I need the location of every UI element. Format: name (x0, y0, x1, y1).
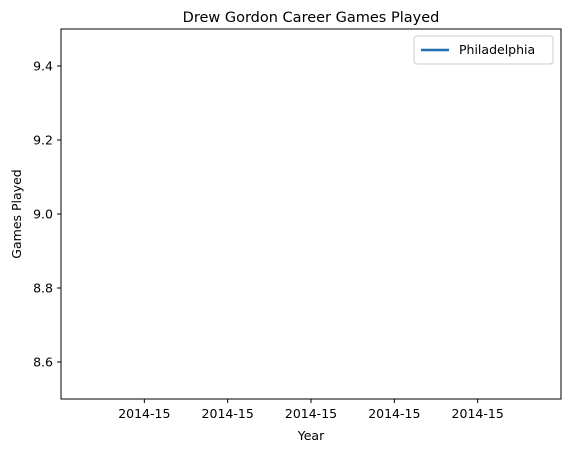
y-tick-label: 9.0 (33, 207, 53, 222)
x-tick-label: 2014-15 (285, 406, 337, 421)
y-axis-ticks: 8.6 8.8 9.0 9.2 9.4 (33, 59, 61, 370)
legend-box (413, 35, 554, 65)
x-axis-label: Year (297, 428, 325, 443)
y-tick-label: 9.2 (33, 133, 53, 148)
y-tick-label: 8.6 (33, 355, 53, 370)
y-tick-label: 9.4 (33, 59, 53, 74)
x-tick-label: 2014-15 (368, 406, 420, 421)
legend: Philadelphia (413, 35, 554, 65)
x-tick-label: 2014-15 (202, 406, 254, 421)
x-axis-ticks: 2014-15 2014-15 2014-15 2014-15 2014-15 (118, 399, 504, 421)
plot-area (60, 28, 562, 400)
y-tick-label: 8.8 (33, 281, 53, 296)
chart-title: Drew Gordon Career Games Played (183, 10, 440, 26)
x-tick-label: 2014-15 (118, 406, 170, 421)
legend-label-philadelphia: Philadelphia (459, 42, 535, 57)
x-tick-label: 2014-15 (452, 406, 504, 421)
y-axis-label: Games Played (9, 169, 24, 258)
